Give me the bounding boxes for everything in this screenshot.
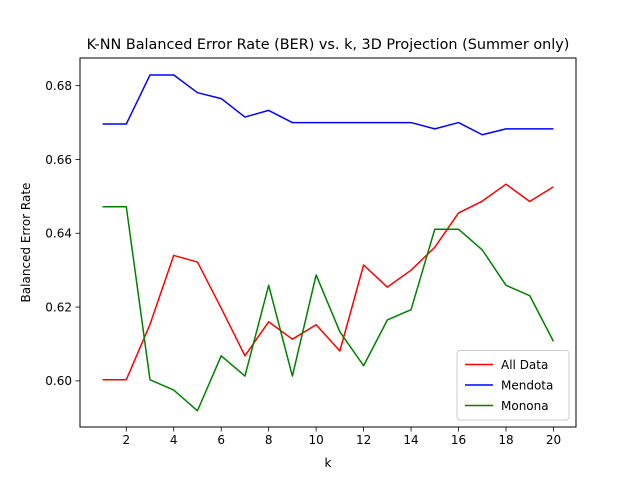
series-line-all-data — [102, 183, 554, 381]
x-tick-label: 4 — [170, 433, 178, 447]
legend-label: All Data — [501, 358, 548, 372]
y-tick-label: 0.64 — [45, 227, 72, 241]
x-tick-label: 2 — [122, 433, 130, 447]
series-layer — [102, 74, 555, 412]
legend: All Data Mendota Monona — [456, 350, 570, 421]
y-axis: 0.60 0.62 0.64 0.66 0.68 — [45, 79, 80, 388]
x-tick-label: 8 — [265, 433, 273, 447]
legend-box — [456, 350, 570, 421]
y-axis-label: Balanced Error Rate — [19, 183, 33, 303]
x-tick-label: 12 — [356, 433, 371, 447]
y-tick-label: 0.62 — [45, 300, 72, 314]
chart-title: K-NN Balanced Error Rate (BER) vs. k, 3D… — [87, 37, 570, 53]
plot-frame — [79, 57, 577, 428]
x-axis-label: k — [325, 456, 332, 470]
legend-label: Monona — [501, 399, 549, 413]
y-tick-label: 0.60 — [45, 374, 72, 388]
y-tick-label: 0.68 — [45, 79, 72, 93]
x-tick-label: 20 — [546, 433, 561, 447]
y-tick-label: 0.66 — [45, 153, 72, 167]
legend-label: Mendota — [501, 378, 553, 392]
series-line-mendota — [102, 74, 554, 136]
x-tick-label: 6 — [217, 433, 225, 447]
x-tick-label: 16 — [451, 433, 466, 447]
series-line-monona — [102, 205, 555, 412]
x-tick-label: 18 — [498, 433, 513, 447]
x-tick-label: 10 — [308, 433, 323, 447]
x-axis: 2 4 6 8 10 12 14 16 18 20 — [122, 427, 561, 447]
x-tick-label: 14 — [403, 433, 418, 447]
